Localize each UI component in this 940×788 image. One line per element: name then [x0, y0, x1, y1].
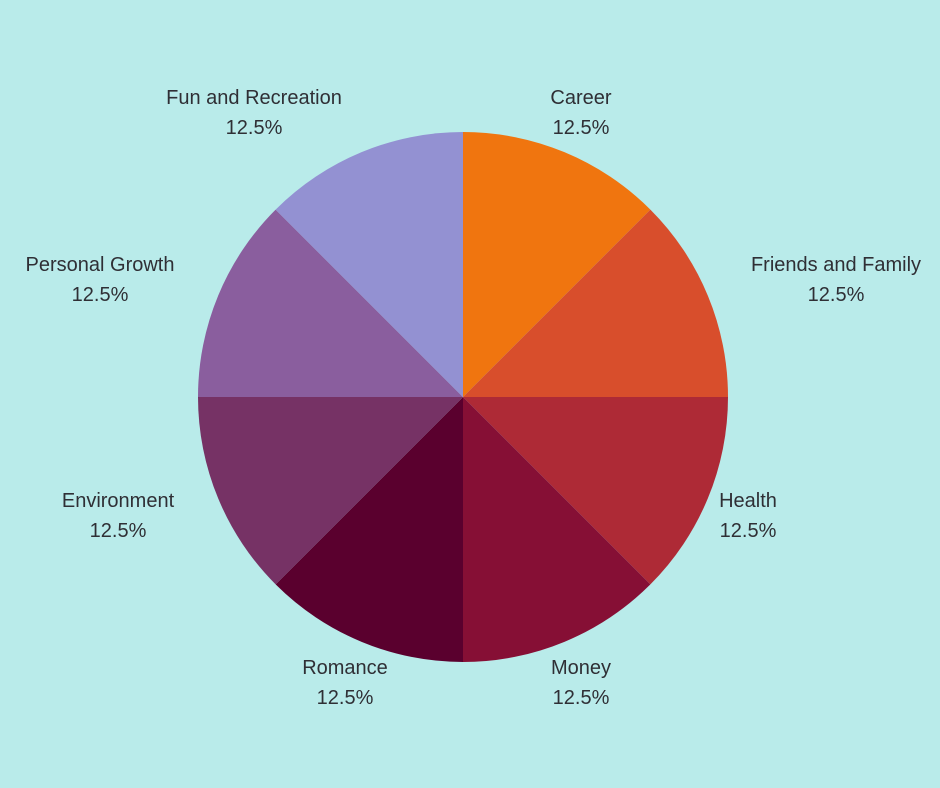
pie-slice-fun-and-recreation [275, 132, 463, 397]
slice-label-romance: Romance [302, 657, 388, 679]
slice-label-personal-growth: Personal Growth [26, 254, 175, 276]
slice-value-career: 12.5% [553, 117, 610, 139]
slice-label-fun-and-recreation: Fun and Recreation [166, 87, 342, 109]
slice-label-friends-and-family: Friends and Family [751, 254, 921, 276]
pie-slice-health [463, 397, 728, 585]
slice-label-career: Career [550, 87, 611, 109]
slice-value-money: 12.5% [553, 687, 610, 709]
pie-slice-money [463, 397, 651, 662]
slice-value-romance: 12.5% [317, 687, 374, 709]
slice-value-friends-and-family: 12.5% [808, 284, 865, 306]
slice-value-personal-growth: 12.5% [72, 284, 129, 306]
slice-label-environment: Environment [62, 490, 175, 512]
pie-slice-career [463, 132, 651, 397]
pie-labels: Career 12.5% Friends and Family 12.5% Health… [26, 87, 922, 709]
slice-label-money: Money [551, 657, 611, 679]
pie-slice-romance [275, 397, 463, 662]
slice-value-health: 12.5% [720, 520, 777, 542]
pie-slice-environment [198, 397, 463, 585]
slice-value-fun-and-recreation: 12.5% [226, 117, 283, 139]
slice-label-health: Health [719, 490, 777, 512]
pie-slices [198, 132, 728, 662]
pie-slice-personal-growth [198, 209, 463, 397]
slice-value-environment: 12.5% [90, 520, 147, 542]
pie-slice-friends-and-family [463, 209, 728, 397]
